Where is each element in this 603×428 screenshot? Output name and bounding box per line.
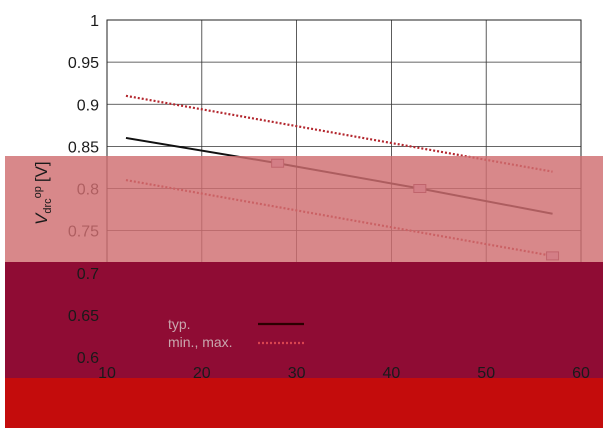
x-tick-label: 30 bbox=[288, 365, 306, 382]
legend-label-minmax: min., max. bbox=[168, 334, 233, 350]
x-tick-label: 60 bbox=[572, 365, 590, 382]
y-tick-label: 0.6 bbox=[77, 350, 99, 367]
svg-text:Vdrcop[V]: Vdrcop [V] bbox=[32, 161, 54, 225]
y-tick-label: 1 bbox=[90, 13, 99, 30]
y-tick-label: 0.85 bbox=[68, 139, 99, 156]
y-tick-labels-overlay: 0.6 0.65 0.7 bbox=[68, 266, 99, 367]
y-tick-label: 0.65 bbox=[68, 308, 99, 325]
y-tick-label: 0.7 bbox=[77, 266, 99, 283]
y-tick-label: 0.9 bbox=[77, 97, 99, 114]
legend-label-typ: typ. bbox=[168, 316, 191, 332]
y-axis-subscript: drc bbox=[42, 198, 54, 214]
y-axis-unit: [V] bbox=[32, 161, 51, 182]
y-axis-symbol: V bbox=[32, 212, 51, 225]
legend: typ. min., max. bbox=[168, 316, 304, 350]
y-axis-label: Vdrcop [V] bbox=[32, 161, 54, 225]
x-tick-label: 50 bbox=[477, 365, 495, 382]
overlay-band-light bbox=[5, 156, 603, 266]
y-axis-superscript: op bbox=[32, 186, 44, 198]
x-tick-label: 20 bbox=[193, 365, 211, 382]
overlay-band-dark bbox=[5, 378, 603, 428]
x-tick-label: 40 bbox=[383, 365, 401, 382]
y-tick-label: 0.95 bbox=[68, 55, 99, 72]
x-tick-label: 10 bbox=[98, 365, 116, 382]
x-tick-labels: 10 20 30 40 50 60 bbox=[98, 365, 590, 382]
overlay-band-mid bbox=[5, 262, 603, 382]
